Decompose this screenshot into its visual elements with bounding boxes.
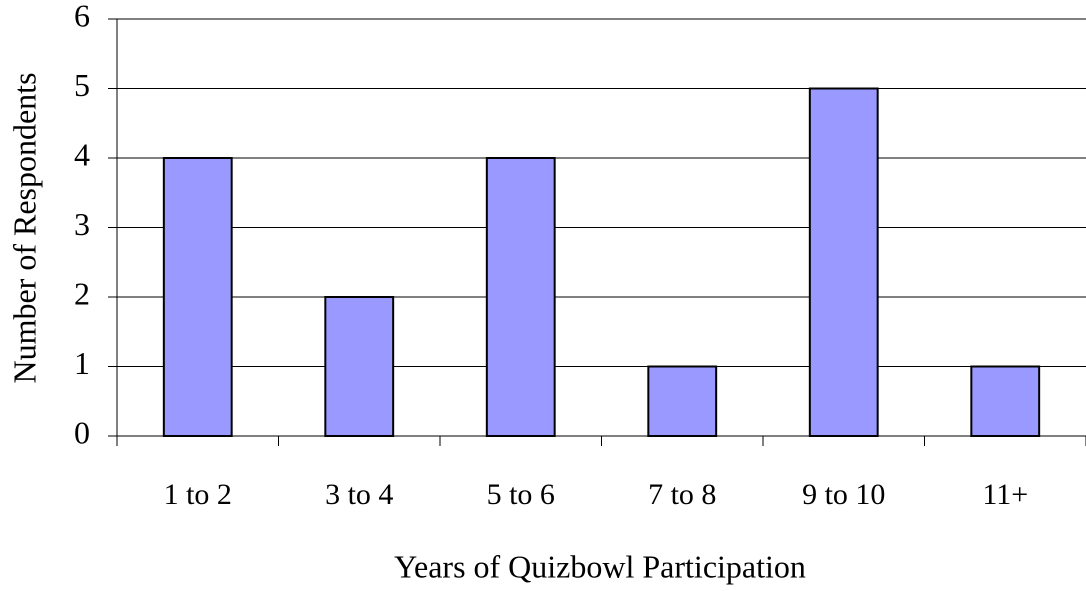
y-axis-title: Number of Respondents [6, 72, 42, 383]
bar [970, 365, 1041, 437]
bar [324, 296, 395, 437]
y-tick-label: 3 [74, 206, 90, 242]
bar [485, 157, 556, 437]
bar [162, 157, 233, 437]
x-tick-label: 11+ [982, 478, 1028, 511]
x-axis-title: Years of Quizbowl Participation [394, 548, 806, 584]
x-tick-label: 3 to 4 [325, 478, 393, 511]
x-tick-label: 5 to 6 [487, 478, 555, 511]
bar [647, 365, 718, 437]
y-tick-label: 2 [74, 275, 90, 311]
y-tick-label: 4 [74, 136, 90, 172]
y-tick-label: 1 [74, 345, 90, 381]
x-tick-label: 1 to 2 [164, 478, 232, 511]
x-tick-label: 7 to 8 [648, 478, 716, 511]
y-tick-label: 5 [74, 67, 90, 103]
x-tick-label: 9 to 10 [802, 478, 885, 511]
bar [808, 87, 879, 437]
y-tick-label: 6 [74, 0, 90, 33]
y-tick-label: 0 [74, 414, 90, 450]
